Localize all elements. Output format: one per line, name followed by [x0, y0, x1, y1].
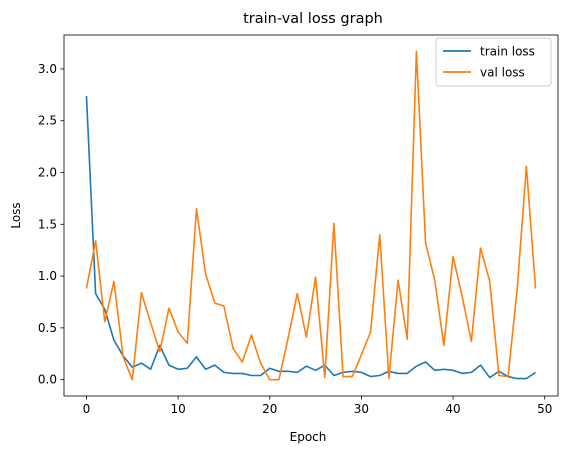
- x-axis-label: Epoch: [290, 430, 327, 444]
- y-axis-label: Loss: [9, 202, 23, 228]
- legend: train loss val loss: [435, 37, 552, 87]
- x-tick-label: 30: [354, 402, 369, 416]
- series-line-train-loss: [85, 95, 536, 380]
- legend-box: [435, 37, 552, 87]
- y-tick-label: 3.0: [38, 62, 57, 76]
- y-tick-label: 2.5: [38, 114, 57, 128]
- x-tick-label: 0: [83, 402, 91, 416]
- x-tick-label: 10: [170, 402, 185, 416]
- y-tick-label: 1.0: [38, 269, 57, 283]
- y-tick-label: 0.5: [38, 321, 57, 335]
- x-tick-label: 40: [445, 402, 460, 416]
- y-tick-label: 0.0: [38, 373, 57, 387]
- x-axis-ticks: 0 10 20 30 40 50: [83, 396, 552, 416]
- plot-area: [63, 34, 559, 397]
- chart-title: train-val loss graph: [243, 11, 383, 27]
- y-tick-label: 2.0: [38, 166, 57, 180]
- legend-label-train-loss: train loss: [480, 45, 535, 59]
- y-axis-ticks: 0.0 0.5 1.0 1.5 2.0 2.5 3.0: [38, 62, 64, 387]
- x-tick-label: 50: [537, 402, 552, 416]
- series-line-val-loss: [85, 50, 537, 381]
- plot-frame: [63, 34, 559, 397]
- series-layer: [85, 50, 537, 381]
- x-tick-label: 20: [262, 402, 277, 416]
- legend-label-val-loss: val loss: [480, 66, 525, 80]
- y-tick-label: 1.5: [38, 217, 57, 231]
